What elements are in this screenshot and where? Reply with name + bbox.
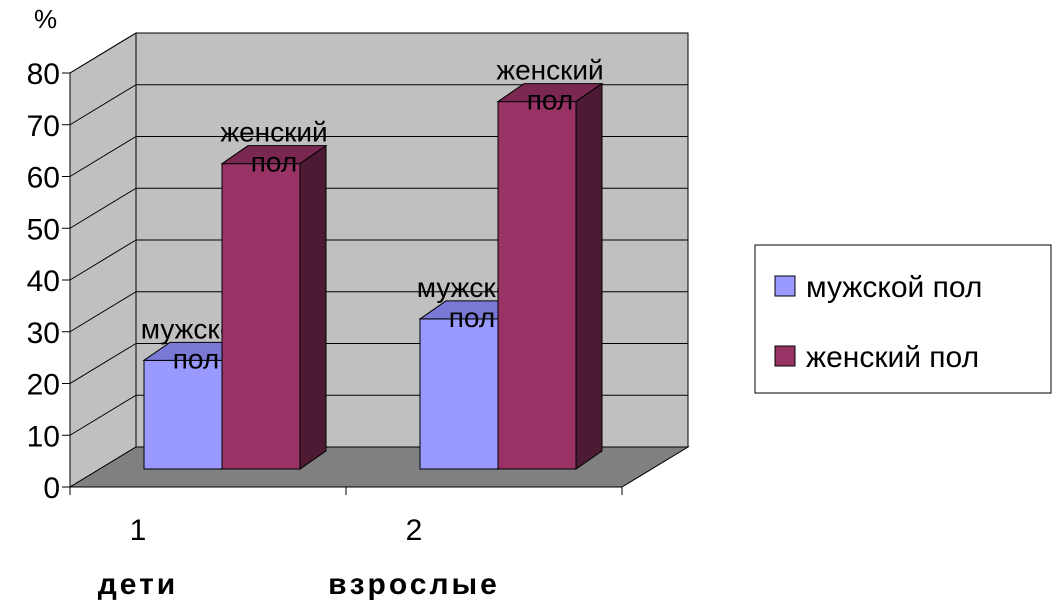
x-tick-label: 2: [406, 514, 423, 547]
gridline: [69, 187, 137, 229]
gridline: [69, 239, 137, 281]
group-labels: дети взрослые: [98, 568, 500, 601]
bar-front: [497, 101, 577, 470]
bar-front: [221, 163, 301, 470]
gridline: [69, 394, 137, 436]
data-label: женский: [220, 117, 327, 148]
bar: [220, 144, 328, 470]
bar-front: [143, 359, 223, 470]
y-tick-label: 40: [27, 265, 60, 298]
y-axis-label: %: [34, 4, 57, 34]
y-tick-label: 80: [27, 58, 60, 91]
legend-label: женский пол: [806, 341, 979, 374]
group-label: дети: [98, 568, 178, 601]
data-label: женский: [496, 55, 603, 86]
x-tick-label: 1: [130, 514, 147, 547]
y-tick-label: 30: [27, 317, 60, 350]
group-label: взрослые: [328, 568, 500, 601]
gridline: [69, 136, 137, 177]
gridline: [69, 291, 137, 333]
data-label: пол: [527, 85, 573, 116]
y-tick-label: 70: [27, 110, 60, 143]
legend: мужской пол женский пол: [754, 244, 1052, 394]
legend-box: [754, 244, 1052, 394]
y-tick-label: 0: [43, 472, 60, 505]
y-tick-label: 10: [27, 420, 60, 453]
legend-label: мужской пол: [806, 271, 982, 304]
gridline: [69, 32, 137, 74]
y-tick-label: 50: [27, 213, 60, 246]
data-label: пол: [449, 302, 495, 333]
bar-front: [419, 318, 499, 470]
legend-swatch: [774, 345, 796, 367]
data-label: пол: [173, 343, 219, 374]
bar-side: [299, 144, 327, 470]
gridline: [69, 343, 137, 384]
gridline: [69, 84, 137, 126]
bar: [496, 82, 604, 470]
legend-swatch: [774, 275, 796, 297]
data-label: пол: [251, 147, 297, 178]
y-tick-label: 60: [27, 162, 60, 195]
bar-side: [575, 82, 603, 470]
y-tick-label: 20: [27, 369, 60, 402]
